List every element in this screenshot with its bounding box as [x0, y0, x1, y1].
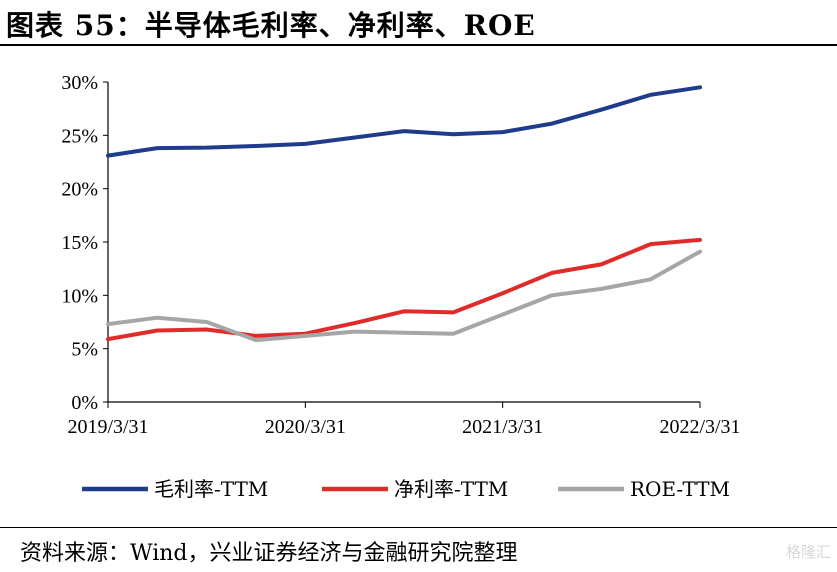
legend-label-1: 净利率-TTM [394, 477, 508, 501]
series-line-1 [106, 237, 702, 342]
y-tick-label: 15% [61, 232, 98, 254]
y-tick-label: 0% [71, 392, 98, 414]
x-axis-ticks: 2019/3/31 2020/3/31 2021/3/31 2022/3/31 [67, 402, 741, 438]
y-axis-ticks: 0% 5% 10% 15% 20% 25% 30% [61, 72, 108, 414]
x-tick-label: 2019/3/31 [67, 416, 148, 438]
legend-label-0: 毛利率-TTM [154, 477, 268, 501]
watermark-logo: 格隆汇 [785, 543, 831, 561]
y-tick-label: 5% [71, 339, 98, 361]
chart-legend: 毛利率-TTM 净利率-TTM ROE-TTM [82, 477, 730, 501]
x-tick-label: 2022/3/31 [659, 416, 740, 438]
series-lines [106, 85, 702, 343]
series-line-0 [106, 85, 702, 158]
line-chart: 0%5%10%15%20%25%30% 2019/3/31 2020/3/31 20… [61, 72, 741, 501]
x-tick-label: 2020/3/31 [265, 416, 346, 438]
y-tick-label: 10% [61, 285, 98, 307]
title-rule [0, 44, 837, 46]
y-tick-label: 30% [61, 72, 98, 94]
source-note: 资料来源：Wind，兴业证券经济与金融研究院整理 [20, 541, 518, 566]
chart-title: 图表 55：半导体毛利率、净利率、ROE [6, 9, 536, 42]
y-tick-label: 20% [61, 179, 98, 201]
footer-rule [0, 527, 837, 528]
x-tick-label: 2021/3/31 [462, 416, 543, 438]
legend-label-2: ROE-TTM [630, 477, 730, 501]
y-tick-label: 25% [61, 125, 98, 147]
series-line-2 [106, 249, 702, 343]
